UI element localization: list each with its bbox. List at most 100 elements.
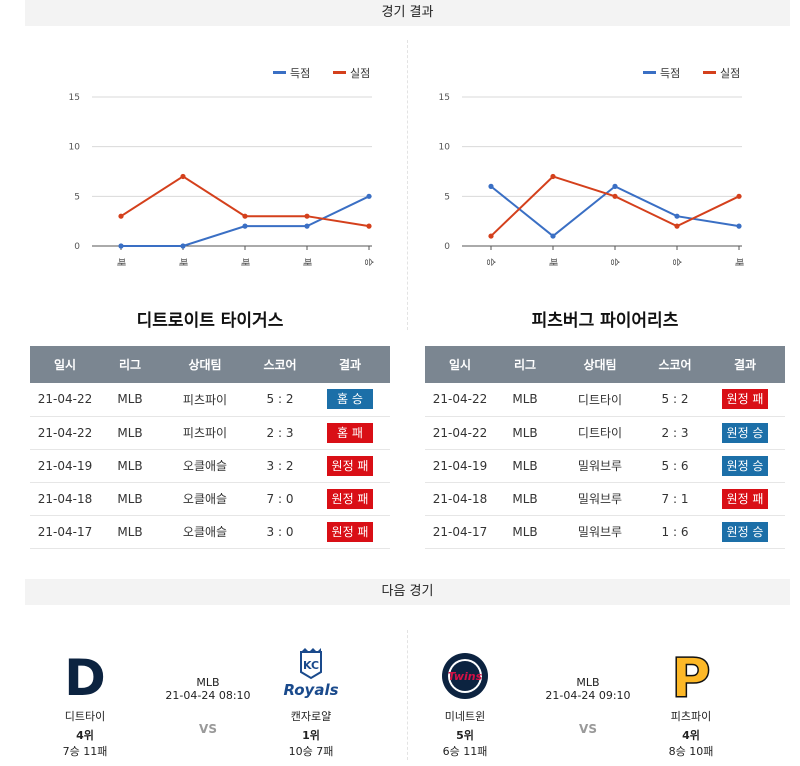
- data-point: [674, 213, 680, 219]
- game-league: MLB: [196, 676, 220, 689]
- cell-league: MLB: [495, 515, 555, 549]
- table-row: 21-04-19 MLB 오클애슬 3 : 2 원정 패: [30, 449, 390, 483]
- result-badge: 원정 패: [722, 488, 768, 509]
- cell-league: MLB: [495, 449, 555, 483]
- home-team: D 디트타이 4위 7승 11패: [30, 648, 140, 759]
- cell-date: 21-04-18: [425, 482, 495, 516]
- col-date-header: 일시: [425, 346, 495, 383]
- tigers-logo-icon: D: [30, 648, 140, 704]
- cell-opponent: 디트타이: [555, 383, 645, 417]
- cell-date: 21-04-17: [425, 515, 495, 549]
- pirates-logo-icon: P: [636, 648, 746, 704]
- result-badge: 원정 승: [722, 422, 768, 443]
- table-row: 21-04-22 MLB 피츠파이 2 : 3 홈 패: [30, 416, 390, 450]
- table-row: 21-04-22 MLB 디트타이 2 : 3 원정 승: [425, 416, 785, 450]
- team-name: 피츠파이: [670, 710, 712, 723]
- cell-league: MLB: [100, 416, 160, 450]
- svg-text:Twins: Twins: [448, 670, 483, 683]
- data-point: [736, 193, 742, 199]
- data-point: [366, 223, 372, 229]
- cell-result: 원정 승: [705, 515, 785, 549]
- chart-legend: 득점 실점: [273, 67, 370, 80]
- cell-result: 원정 패: [705, 383, 785, 417]
- legend-swatch: [643, 71, 656, 74]
- cell-result: 홈 승: [310, 383, 390, 417]
- cell-opponent: 밀워브루: [555, 482, 645, 516]
- svg-text:KC: KC: [303, 659, 319, 672]
- table-row: 21-04-18 MLB 오클애슬 7 : 0 원정 패: [30, 482, 390, 516]
- table-row: 21-04-18 MLB 밀워브루 7 : 1 원정 패: [425, 482, 785, 516]
- team-rank: 4위: [682, 729, 700, 742]
- data-point: [674, 223, 680, 229]
- team-name: 디트타이: [64, 710, 106, 723]
- cell-opponent: 밀워브루: [555, 449, 645, 483]
- data-point: [118, 243, 124, 249]
- col-date-header: 일시: [30, 346, 100, 383]
- x-tick-label: 승: [363, 258, 374, 266]
- cell-league: MLB: [495, 416, 555, 450]
- table-row: 21-04-17 MLB 밀워브루 1 : 6 원정 승: [425, 515, 785, 549]
- result-badge: 원정 승: [722, 521, 768, 542]
- cell-league: MLB: [100, 482, 160, 516]
- vs-label: VS: [199, 722, 217, 736]
- cell-date: 21-04-22: [30, 416, 100, 450]
- svg-text:D: D: [64, 649, 106, 703]
- col-league-header: 리그: [100, 346, 160, 383]
- cell-opponent: 피츠파이: [160, 383, 250, 417]
- team-name: 미네트윈: [444, 710, 486, 723]
- svg-text:Royals: Royals: [283, 681, 338, 699]
- cell-score: 2 : 3: [250, 416, 310, 450]
- data-point: [488, 233, 494, 239]
- data-point: [488, 183, 494, 189]
- result-badge: 홈 패: [327, 422, 373, 443]
- away-team: P 피츠파이 4위 8승 10패: [636, 648, 746, 759]
- game-datetime: 21-04-24 09:10: [545, 689, 631, 702]
- data-point: [550, 173, 556, 180]
- cell-date: 21-04-19: [30, 449, 100, 483]
- cell-score: 7 : 0: [250, 482, 310, 516]
- x-tick-label: 패: [733, 258, 744, 266]
- result-badge: 원정 패: [327, 521, 373, 542]
- y-tick-label: 5: [74, 192, 80, 202]
- cell-result: 원정 승: [705, 416, 785, 450]
- cell-result: 홈 패: [310, 416, 390, 450]
- legend-label: 득점: [290, 67, 310, 80]
- x-tick-label: 승: [671, 258, 682, 266]
- cell-score: 3 : 2: [250, 449, 310, 483]
- cell-score: 3 : 0: [250, 515, 310, 549]
- column-divider: [407, 630, 408, 760]
- cell-opponent: 오클애슬: [160, 482, 250, 516]
- team-rank: 4위: [76, 729, 94, 742]
- legend-label: 득점: [660, 67, 680, 80]
- chart-legend: 득점 실점: [643, 67, 740, 80]
- x-tick-label: 패: [177, 258, 188, 266]
- table-row: 21-04-17 MLB 오클애슬 3 : 0 원정 패: [30, 515, 390, 549]
- col-league-header: 리그: [495, 346, 555, 383]
- cell-date: 21-04-22: [30, 383, 100, 417]
- team-rank: 1위: [302, 729, 320, 742]
- cell-score: 5 : 2: [645, 383, 705, 417]
- team-name: 캔자로얄: [290, 710, 332, 723]
- result-badge: 원정 승: [722, 455, 768, 476]
- data-point: [304, 223, 310, 229]
- cell-league: MLB: [495, 482, 555, 516]
- game-info: MLB 21-04-24 09:10 VS: [530, 676, 646, 736]
- y-tick-label: 10: [69, 143, 81, 153]
- y-tick-label: 10: [439, 143, 451, 153]
- data-point: [366, 193, 372, 199]
- col-result-header: 결과: [310, 346, 390, 383]
- cell-score: 5 : 6: [645, 449, 705, 483]
- cell-score: 2 : 3: [645, 416, 705, 450]
- y-tick-label: 0: [444, 242, 450, 252]
- game-datetime: 21-04-24 08:10: [165, 689, 251, 702]
- cell-opponent: 오클애슬: [160, 449, 250, 483]
- y-tick-label: 5: [444, 192, 450, 202]
- table-header-row: 일시 리그 상대팀 스코어 결과: [425, 346, 785, 383]
- cell-result: 원정 승: [705, 449, 785, 483]
- y-tick-label: 15: [439, 93, 450, 103]
- cell-result: 원정 패: [705, 482, 785, 516]
- result-badge: 원정 패: [327, 488, 373, 509]
- y-tick-label: 15: [69, 93, 80, 103]
- y-tick-label: 0: [74, 242, 80, 252]
- next-game-section-header: 다음 경기: [25, 579, 790, 605]
